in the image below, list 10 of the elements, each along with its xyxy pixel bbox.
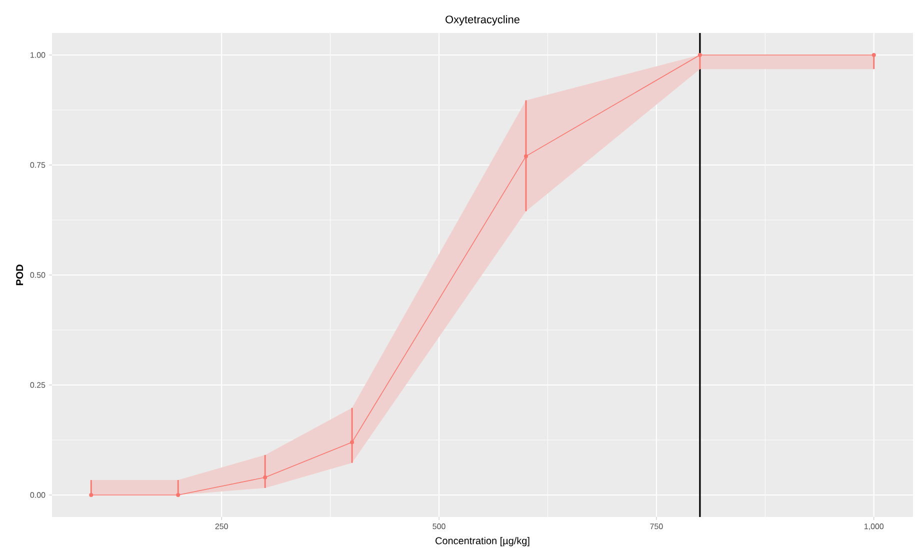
point (176, 493, 180, 497)
point (263, 475, 268, 480)
point (350, 440, 354, 444)
y-axis-title: POD (16, 264, 24, 286)
point (698, 53, 702, 57)
point (89, 493, 94, 497)
point (524, 154, 528, 158)
point (872, 53, 876, 57)
x-axis-title: Concentration [µg/kg] (436, 536, 530, 546)
chart-title: Oxytetracycline (446, 15, 520, 26)
